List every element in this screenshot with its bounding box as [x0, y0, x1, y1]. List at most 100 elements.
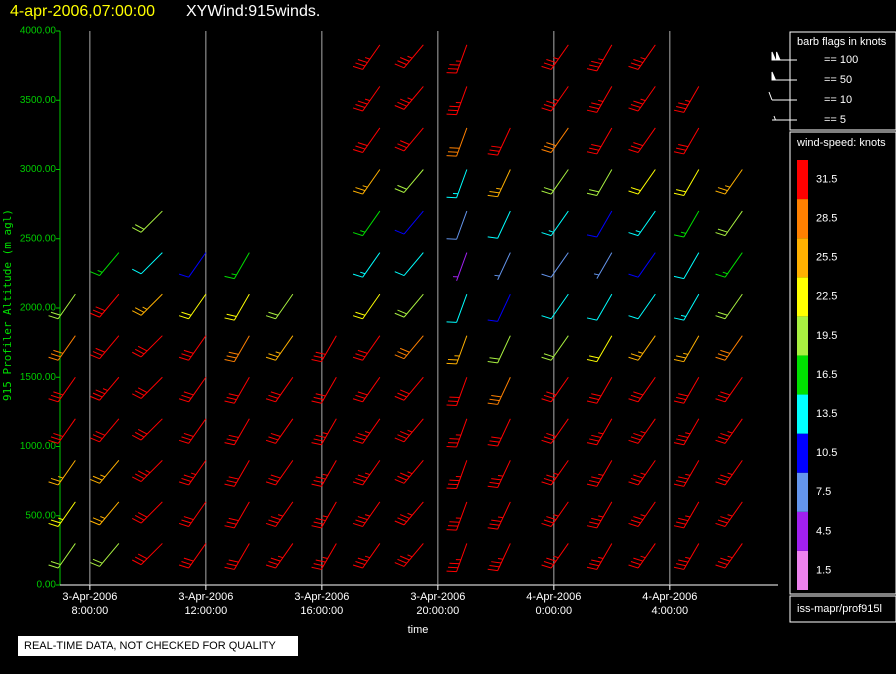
wind-barb: [224, 543, 250, 570]
y-tick-label: 1500.00: [20, 372, 57, 383]
barb-legend-title: barb flags in knots: [797, 36, 887, 48]
wind-barb: [628, 127, 656, 154]
wind-barb: [487, 418, 511, 447]
wind-barb: [178, 376, 207, 403]
wind-barb: [673, 418, 700, 446]
wind-barb: [673, 501, 700, 529]
legend-barb: [772, 115, 797, 121]
colorbar-label: 13.5: [816, 408, 837, 420]
wind-barb: [628, 169, 656, 195]
legend-barb: [771, 71, 797, 81]
wind-barb: [628, 335, 656, 361]
wind-barb: [446, 293, 468, 323]
x-tick-label: 3-Apr-2006 20:00:00: [410, 591, 466, 617]
wind-barb: [715, 252, 743, 278]
wind-barb: [352, 501, 381, 527]
wind-barb: [673, 210, 700, 238]
wind-barb: [446, 169, 468, 199]
wind-barb: [48, 376, 76, 403]
header-title: XYWind:915winds.: [186, 3, 320, 20]
wind-barb: [541, 127, 569, 154]
colorbar-swatch: [797, 472, 808, 512]
wind-barb: [628, 44, 656, 70]
wind-barb: [586, 293, 613, 321]
wind-barb: [90, 501, 120, 526]
colorbar-label: 10.5: [816, 447, 837, 459]
wind-barb: [628, 501, 656, 527]
wind-barb: [265, 418, 294, 444]
colorbar-label: 7.5: [816, 486, 831, 498]
wind-barb: [394, 335, 424, 360]
legend-barb: [771, 51, 797, 61]
colorbar-label: 4.5: [816, 525, 831, 537]
wind-barb: [628, 86, 656, 112]
legend-label: == 10: [824, 94, 852, 106]
wind-barb: [487, 210, 511, 239]
y-tick-label: 2500.00: [20, 233, 57, 244]
wind-barb: [487, 501, 511, 530]
wind-barb: [446, 335, 468, 365]
colorbar-label: 22.5: [816, 291, 837, 303]
wind-barb: [48, 335, 76, 361]
wind-barb: [452, 252, 468, 281]
wind-barb: [673, 293, 700, 321]
wind-barb: [352, 376, 381, 403]
colorbar-label: 19.5: [816, 330, 837, 342]
wind-barb: [586, 377, 613, 404]
wind-barb: [394, 44, 424, 69]
wind-barb: [90, 293, 120, 318]
wind-barb: [586, 44, 613, 72]
wind-barb: [628, 543, 656, 569]
wind-barb: [541, 418, 569, 444]
wind-barb: [132, 376, 163, 399]
wind-barb: [352, 44, 381, 70]
wind-barb: [541, 210, 569, 237]
wind-barb: [487, 127, 511, 156]
x-tick-label: 4-Apr-2006 4:00:00: [642, 591, 698, 617]
wind-barb: [586, 335, 613, 363]
wind-barb: [394, 169, 424, 193]
source-box: [789, 595, 896, 623]
wind-barb: [586, 86, 613, 113]
wind-barb: [90, 252, 120, 277]
wind-barb: [352, 169, 381, 195]
wind-barb: [311, 501, 337, 529]
wind-barb: [673, 377, 700, 404]
wind-barb: [311, 460, 337, 487]
wind-barb: [352, 127, 381, 154]
colorbar-swatch: [797, 433, 808, 473]
wind-barb: [586, 169, 613, 196]
wind-barb: [48, 501, 76, 527]
wind-barb: [178, 543, 207, 569]
x-tick-label: 4-Apr-2006 0:00:00: [526, 591, 582, 617]
wind-barb: [628, 210, 656, 237]
wind-barb: [673, 169, 700, 196]
wind-barb: [541, 44, 569, 70]
wind-barb: [673, 86, 700, 113]
wind-barb: [178, 501, 207, 527]
wind-barb: [224, 460, 250, 487]
wind-barb: [628, 460, 656, 486]
wind-barb: [446, 127, 468, 157]
wind-barb: [352, 335, 381, 361]
wind-barb: [541, 293, 569, 320]
wind-barb: [48, 418, 76, 444]
wind-barb: [586, 127, 613, 155]
wind-barb: [394, 127, 424, 152]
wind-barb: [132, 501, 163, 524]
wind-barb: [394, 543, 424, 567]
wind-barb: [90, 335, 120, 360]
barb-legend-box: [789, 31, 896, 131]
colorbar-swatch: [797, 316, 808, 356]
wind-barb: [673, 252, 700, 280]
wind-barb: [541, 335, 569, 361]
wind-barb: [48, 293, 76, 320]
wind-barb: [715, 293, 743, 320]
wind-barb: [178, 293, 207, 320]
wind-barb: [394, 418, 424, 443]
wind-barb: [628, 252, 656, 278]
colorbar-label: 16.5: [816, 369, 837, 381]
wind-barb: [224, 335, 250, 363]
x-tick-label: 3-Apr-2006 16:00:00: [294, 591, 350, 617]
